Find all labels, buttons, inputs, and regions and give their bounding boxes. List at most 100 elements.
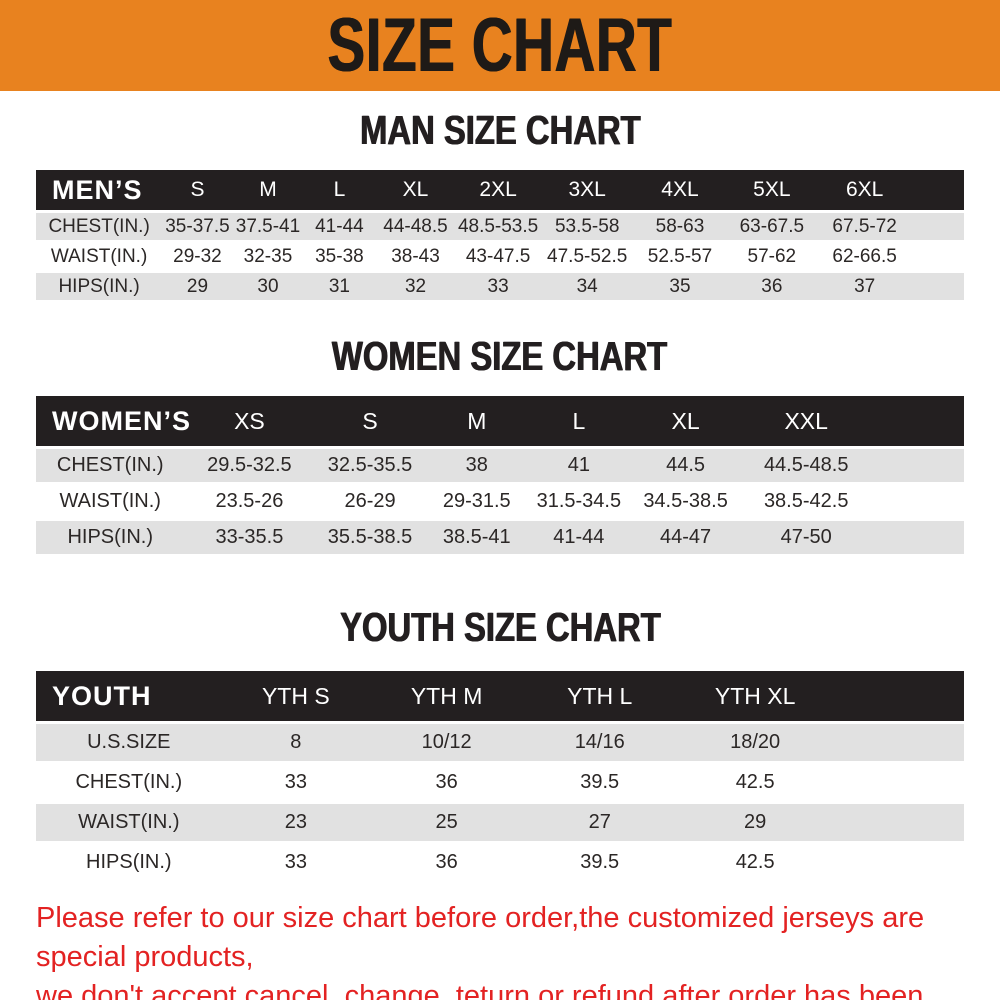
measurement-cell: 38.5-42.5 — [741, 485, 872, 518]
measurement-cell: 29 — [162, 273, 233, 300]
table-row: WAIST(IN.) 23 25 27 29 — [36, 804, 964, 841]
measurement-cell: 33 — [455, 273, 541, 300]
header-spacer — [911, 170, 964, 210]
row-spacer-cell — [834, 764, 964, 801]
size-column-header: YTH M — [370, 671, 524, 721]
size-column-header: 3XL — [540, 170, 634, 210]
measurement-cell: 44-47 — [629, 521, 742, 554]
measurement-cell: 35-38 — [303, 243, 376, 270]
measurement-cell: 10/12 — [370, 724, 524, 761]
measurement-cell: 43-47.5 — [455, 243, 541, 270]
measurement-cell: 32.5-35.5 — [314, 449, 426, 482]
banner-title: SIZE CHART — [327, 3, 673, 88]
measurement-cell: 58-63 — [633, 213, 727, 240]
row-spacer-cell — [834, 844, 964, 881]
measurement-cell: 29.5-32.5 — [184, 449, 315, 482]
row-label-cell: HIPS(IN.) — [36, 521, 185, 554]
measurement-cell: 37.5-41 — [232, 213, 304, 240]
measurement-cell: 42.5 — [676, 764, 835, 801]
measurement-cell: 57-62 — [726, 243, 818, 270]
youth-size-table: YOUTH YTH S YTH M YTH L YTH XL U.S.SIZE 8 10/12… — [36, 668, 964, 884]
row-label-cell: HIPS(IN.) — [36, 844, 222, 881]
measurement-cell: 23 — [221, 804, 371, 841]
measurement-cell: 44-48.5 — [375, 213, 456, 240]
measurement-cell: 67.5-72 — [817, 213, 912, 240]
size-column-header: S — [162, 170, 233, 210]
header-row: WOMEN’S XS S M L XL XXL — [36, 396, 964, 446]
measurement-cell: 35 — [633, 273, 727, 300]
measurement-cell: 62-66.5 — [817, 243, 912, 270]
row-spacer-cell — [871, 485, 964, 518]
table-row: CHEST(IN.) 35-37.5 37.5-41 41-44 44-48.5 48.5… — [36, 213, 964, 240]
row-spacer-cell — [871, 521, 964, 554]
measurement-cell: 48.5-53.5 — [455, 213, 541, 240]
measurement-cell: 41 — [527, 449, 630, 482]
row-spacer-cell — [834, 724, 964, 761]
order-policy-line-2: we don't accept cancel, change, teturn o… — [36, 980, 924, 1000]
size-column-header: YTH L — [523, 671, 677, 721]
size-column-header: M — [232, 170, 304, 210]
size-column-header: S — [314, 396, 426, 446]
measurement-cell: 52.5-57 — [633, 243, 727, 270]
row-spacer-cell — [911, 213, 964, 240]
measurement-cell: 41-44 — [303, 213, 376, 240]
measurement-cell: 44.5 — [629, 449, 742, 482]
size-chart-banner: SIZE CHART — [0, 0, 1000, 91]
measurement-cell: 29-32 — [162, 243, 233, 270]
measurement-cell: 34 — [540, 273, 634, 300]
measurement-cell: 36 — [726, 273, 818, 300]
measurement-cell: 32 — [375, 273, 456, 300]
measurement-cell: 38-43 — [375, 243, 456, 270]
measurement-cell: 32-35 — [232, 243, 304, 270]
measurement-cell: 25 — [370, 804, 524, 841]
measurement-cell: 30 — [232, 273, 304, 300]
row-spacer-cell — [834, 804, 964, 841]
row-label-cell: WAIST(IN.) — [36, 804, 222, 841]
measurement-cell: 29-31.5 — [425, 485, 528, 518]
women-section-heading: WOMEN SIZE CHART — [0, 333, 1000, 380]
measurement-cell: 53.5-58 — [540, 213, 634, 240]
row-spacer-cell — [871, 449, 964, 482]
size-column-header: YTH S — [221, 671, 371, 721]
header-row: MEN’S S M L XL 2XL 3XL 4XL 5XL 6XL — [36, 170, 964, 210]
row-label-cell: U.S.SIZE — [36, 724, 222, 761]
table-row: CHEST(IN.) 29.5-32.5 32.5-35.5 38 41 44.5 44.5… — [36, 449, 964, 482]
measurement-cell: 36 — [370, 844, 524, 881]
header-spacer — [871, 396, 964, 446]
measurement-cell: 35.5-38.5 — [314, 521, 426, 554]
header-row: YOUTH YTH S YTH M YTH L YTH XL — [36, 671, 964, 721]
size-column-header: XS — [184, 396, 315, 446]
measurement-cell: 31.5-34.5 — [527, 485, 630, 518]
measurement-cell: 41-44 — [527, 521, 630, 554]
table-row: U.S.SIZE 8 10/12 14/16 18/20 — [36, 724, 964, 761]
youth-section-heading-text: YOUTH SIZE CHART — [339, 604, 661, 650]
men-size-table: MEN’S S M L XL 2XL 3XL 4XL 5XL 6XL CHEST(IN.) 35-37… — [36, 167, 964, 303]
measurement-cell: 37 — [817, 273, 912, 300]
youth-section-heading: YOUTH SIZE CHART — [0, 604, 1000, 651]
size-column-header: XL — [629, 396, 742, 446]
measurement-cell: 44.5-48.5 — [741, 449, 872, 482]
measurement-cell: 18/20 — [676, 724, 835, 761]
order-policy-note: Please refer to our size chart before or… — [36, 899, 981, 1000]
measurement-cell: 34.5-38.5 — [629, 485, 742, 518]
order-policy-line-1: Please refer to our size chart before or… — [36, 902, 925, 973]
row-label-cell: CHEST(IN.) — [36, 213, 163, 240]
measurement-cell: 38.5-41 — [425, 521, 528, 554]
measurement-cell: 31 — [303, 273, 376, 300]
measurement-cell: 36 — [370, 764, 524, 801]
measurement-cell: 47.5-52.5 — [540, 243, 634, 270]
measurement-cell: 39.5 — [523, 844, 677, 881]
table-row: HIPS(IN.) 29 30 31 32 33 34 35 36 37 — [36, 273, 964, 300]
header-spacer — [834, 671, 964, 721]
measurement-cell: 26-29 — [314, 485, 426, 518]
row-label-cell: WAIST(IN.) — [36, 485, 185, 518]
row-spacer-cell — [911, 243, 964, 270]
row-label-cell: CHEST(IN.) — [36, 449, 185, 482]
measurement-cell: 14/16 — [523, 724, 677, 761]
measurement-cell: 8 — [221, 724, 371, 761]
size-column-header: 5XL — [726, 170, 818, 210]
table-corner-label: WOMEN’S — [36, 396, 190, 446]
size-column-header: XL — [375, 170, 456, 210]
size-column-header: 2XL — [455, 170, 541, 210]
women-section-heading-text: WOMEN SIZE CHART — [332, 333, 668, 379]
